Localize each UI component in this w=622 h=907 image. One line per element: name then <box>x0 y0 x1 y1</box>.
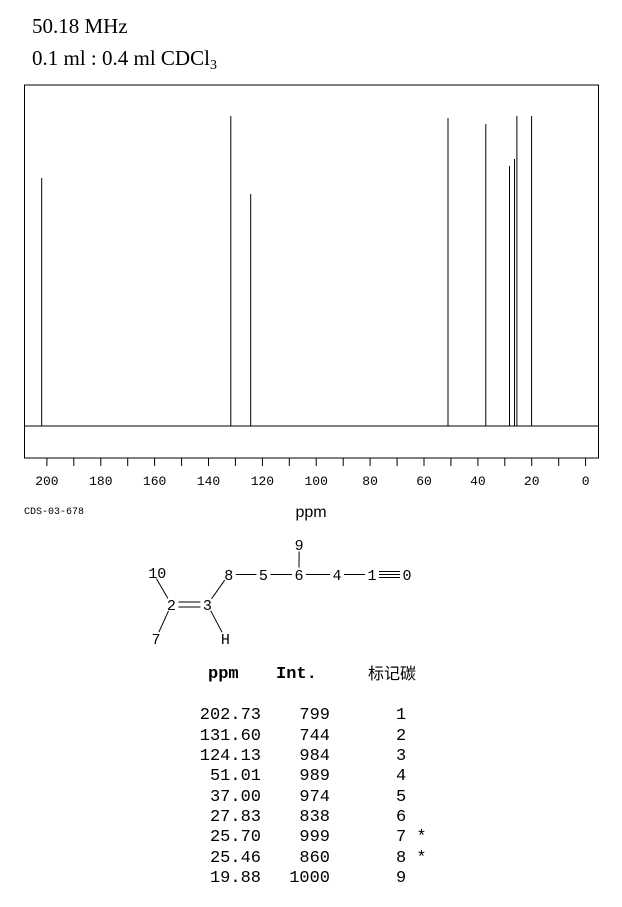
svg-text:25.70: 25.70 <box>210 828 261 847</box>
svg-text:989: 989 <box>299 767 330 786</box>
svg-text:120: 120 <box>251 474 274 489</box>
svg-text:ppm: ppm <box>295 504 326 521</box>
svg-text:180: 180 <box>89 474 112 489</box>
svg-text:Int.: Int. <box>276 665 317 684</box>
svg-text:9: 9 <box>295 538 304 555</box>
svg-text:7: 7 <box>152 632 161 649</box>
svg-text:5: 5 <box>259 568 268 585</box>
svg-text:19.88: 19.88 <box>210 869 261 888</box>
svg-text:9: 9 <box>396 869 406 888</box>
svg-text:999: 999 <box>299 828 330 847</box>
svg-text:CDS-03-678: CDS-03-678 <box>24 507 84 518</box>
svg-text:20: 20 <box>524 474 540 489</box>
svg-text:744: 744 <box>299 727 330 746</box>
svg-text:838: 838 <box>299 808 330 827</box>
svg-text:140: 140 <box>197 474 220 489</box>
svg-text:标记碳: 标记碳 <box>368 665 416 683</box>
svg-text:2: 2 <box>396 727 406 746</box>
svg-text:1: 1 <box>148 566 157 583</box>
svg-text:4: 4 <box>333 568 342 585</box>
svg-text:1: 1 <box>368 568 377 585</box>
svg-text:8 *: 8 * <box>396 849 427 868</box>
svg-text:40: 40 <box>470 474 486 489</box>
svg-text:0: 0 <box>403 568 412 585</box>
svg-text:60: 60 <box>416 474 432 489</box>
svg-text:37.00: 37.00 <box>210 788 261 807</box>
svg-text:51.01: 51.01 <box>210 767 261 786</box>
svg-text:80: 80 <box>362 474 378 489</box>
svg-text:799: 799 <box>299 706 330 725</box>
svg-text:25.46: 25.46 <box>210 849 261 868</box>
svg-text:202.73: 202.73 <box>200 706 261 725</box>
svg-text:7 *: 7 * <box>396 828 427 847</box>
svg-text:100: 100 <box>304 474 327 489</box>
svg-text:3: 3 <box>396 747 406 766</box>
svg-text:H: H <box>221 632 230 649</box>
svg-text:1: 1 <box>396 706 406 725</box>
svg-text:984: 984 <box>299 747 330 766</box>
svg-text:200: 200 <box>35 474 58 489</box>
svg-text:ppm: ppm <box>208 665 239 684</box>
svg-text:0: 0 <box>157 566 166 583</box>
svg-text:6: 6 <box>396 808 406 827</box>
svg-text:3: 3 <box>203 598 212 615</box>
svg-text:124.13: 124.13 <box>200 747 261 766</box>
svg-text:0: 0 <box>582 474 590 489</box>
svg-text:5: 5 <box>396 788 406 807</box>
svg-text:860: 860 <box>299 849 330 868</box>
svg-text:27.83: 27.83 <box>210 808 261 827</box>
svg-text:974: 974 <box>299 788 330 807</box>
svg-text:160: 160 <box>143 474 166 489</box>
svg-text:8: 8 <box>224 568 233 585</box>
svg-text:6: 6 <box>295 568 304 585</box>
svg-text:2: 2 <box>167 598 176 615</box>
svg-text:1000: 1000 <box>289 869 330 888</box>
svg-text:4: 4 <box>396 767 406 786</box>
svg-text:131.60: 131.60 <box>200 727 261 746</box>
